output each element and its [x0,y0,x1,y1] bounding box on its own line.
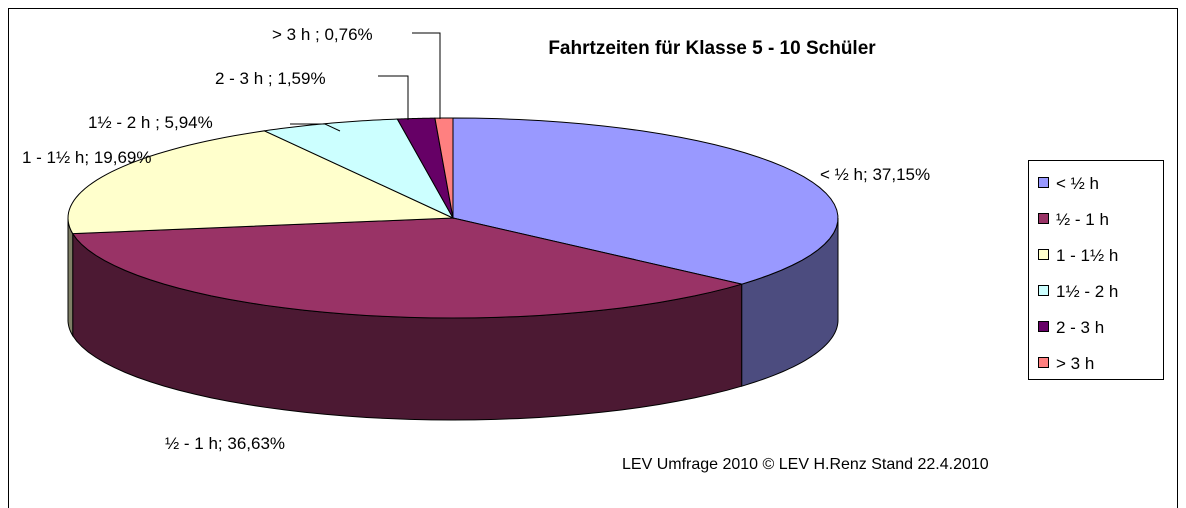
legend-swatch [1038,321,1049,332]
legend-label: 1 - 1½ h [1056,246,1118,265]
chart-title: Fahrtzeiten für Klasse 5 - 10 Schüler [548,38,876,59]
data-label: 1 - 1½ h; 19,69% [22,148,151,167]
legend-swatch [1038,285,1049,296]
pie-slice [452,117,839,285]
pie-slice [67,130,454,235]
pie-slice [434,117,454,219]
data-label: < ½ h; 37,15% [820,165,930,184]
legend-swatch [1038,357,1049,368]
pie-side [67,218,74,338]
legend-swatch [1038,213,1049,224]
legend-label: 1½ - 2 h [1056,282,1118,301]
data-label: 1½ - 2 h ; 5,94% [88,113,213,132]
data-label: > 3 h ; 0,76% [272,25,373,44]
leader-line [378,75,409,120]
chart-note: LEV Umfrage 2010 © LEV H.Renz Stand 22.4… [622,456,989,473]
legend-box [1028,160,1164,380]
pie-slice [262,118,455,220]
legend-swatch [1038,177,1049,188]
data-label: 2 - 3 h ; 1,59% [215,69,326,88]
leader-line [412,32,441,119]
legend-label: ½ - 1 h [1056,210,1109,229]
data-label: ½ - 1 h; 36,63% [165,434,285,453]
legend-label: > 3 h [1056,354,1094,373]
leader-line [290,123,341,132]
legend-label: < ½ h [1056,174,1099,193]
legend-label: 2 - 3 h [1056,318,1104,337]
pie-slice [71,217,742,319]
legend-swatch [1038,249,1049,260]
